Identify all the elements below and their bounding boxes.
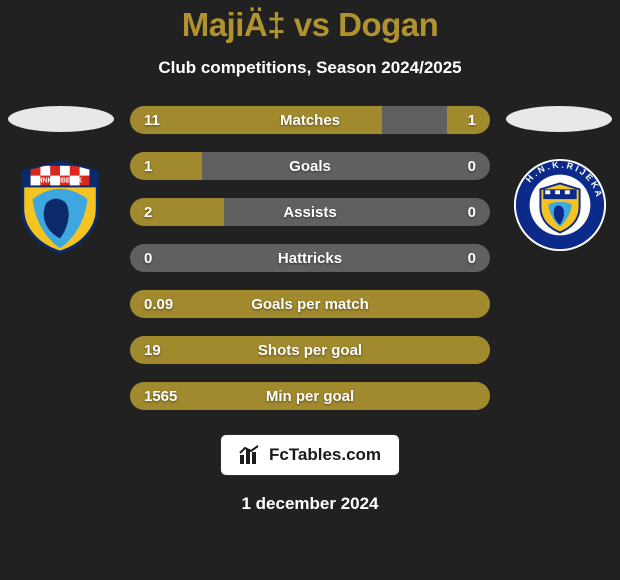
stat-bar: 0Hattricks0	[130, 244, 490, 272]
stat-label: Min per goal	[130, 388, 490, 405]
date-text: 1 december 2024	[241, 494, 378, 514]
stat-value-right: 0	[468, 250, 490, 267]
stat-label: Goals	[130, 158, 490, 175]
stat-label: Assists	[130, 204, 490, 221]
stat-bar: 11Matches1	[130, 106, 490, 134]
stat-value-right: 0	[468, 158, 490, 175]
comparison-panel: HNK ŠIBENIK H . N . K . R I J E K A 11Ma…	[0, 106, 620, 410]
stat-value-right: 0	[468, 204, 490, 221]
brand-badge[interactable]: FcTables.com	[220, 434, 400, 476]
stat-bar: 2Assists0	[130, 198, 490, 226]
stat-value-right: 1	[468, 112, 490, 129]
player-oval-right	[506, 106, 612, 132]
page-subtitle: Club competitions, Season 2024/2025	[158, 58, 461, 78]
brand-text: FcTables.com	[269, 445, 381, 465]
stat-label: Matches	[130, 112, 490, 129]
stat-bars: 11Matches11Goals02Assists00Hattricks00.0…	[130, 106, 490, 410]
stat-bar: 1565Min per goal	[130, 382, 490, 410]
player-oval-left	[8, 106, 114, 132]
club-badge-right: H . N . K . R I J E K A	[511, 156, 609, 254]
club-badge-left-wrap: HNK ŠIBENIK	[2, 156, 118, 254]
stat-bar: 0.09Goals per match	[130, 290, 490, 318]
page-title: MajiÄ‡ vs Dogan	[182, 6, 439, 44]
brand-chart-icon	[239, 445, 261, 465]
stat-label: Goals per match	[130, 296, 490, 313]
stat-bar: 19Shots per goal	[130, 336, 490, 364]
club-badge-right-wrap: H . N . K . R I J E K A	[502, 156, 618, 254]
stat-label: Shots per goal	[130, 342, 490, 359]
stat-bar: 1Goals0	[130, 152, 490, 180]
club-badge-left: HNK ŠIBENIK	[11, 156, 109, 254]
svg-text:HNK ŠIBENIK: HNK ŠIBENIK	[38, 175, 83, 184]
stat-label: Hattricks	[130, 250, 490, 267]
